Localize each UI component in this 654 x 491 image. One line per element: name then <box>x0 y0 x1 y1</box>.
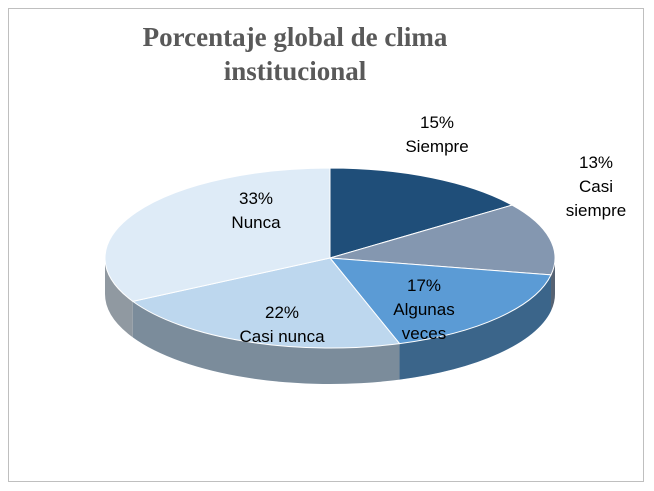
slice <box>329 167 514 259</box>
data-label: 15% Siempre <box>377 111 497 159</box>
data-label-category: Siempre <box>405 137 469 156</box>
data-label-category: Algunas veces <box>393 300 455 343</box>
data-label-value: 15% <box>419 113 455 132</box>
slice-side <box>105 258 133 338</box>
data-label: 22% Casi nunca <box>212 301 352 349</box>
slice <box>131 257 401 349</box>
data-label: 17% Algunas veces <box>379 274 469 346</box>
data-label-value: 22% <box>264 303 300 322</box>
slice-side-shade <box>551 258 555 311</box>
data-label-value: 13% <box>578 153 614 172</box>
data-label-category: Nunca <box>231 213 281 232</box>
data-label-category: Casi siempre <box>565 177 627 220</box>
chart-frame <box>8 8 644 482</box>
data-label: 13% Casi siempre <box>556 151 636 223</box>
data-label: 33% Nunca <box>206 187 306 235</box>
slice <box>104 167 331 302</box>
slice <box>329 204 556 276</box>
chart-title: Porcentaje global de clima institucional <box>142 22 448 86</box>
data-label-category: Casi nunca <box>239 327 325 346</box>
data-label-value: 17% <box>406 276 442 295</box>
slice-side-shade <box>132 301 400 384</box>
slice-side-shade <box>105 258 133 338</box>
slice-side <box>132 301 400 384</box>
data-label-value: 33% <box>238 189 274 208</box>
slice-side <box>551 258 555 311</box>
slice <box>328 257 552 345</box>
